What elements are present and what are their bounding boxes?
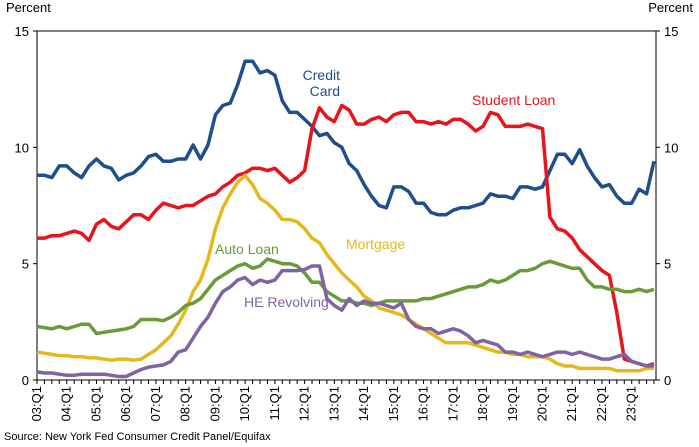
- x-tick-label: 09:Q1: [207, 386, 222, 421]
- x-tick-label: 10:Q1: [237, 386, 252, 421]
- x-tick-label: 06:Q1: [118, 386, 133, 421]
- y-tick-label: 15: [15, 24, 29, 39]
- source-note: Source: New York Fed Consumer Credit Pan…: [4, 431, 271, 443]
- x-tick-label: 16:Q1: [416, 386, 431, 421]
- x-tick-label: 17:Q1: [445, 386, 460, 421]
- x-tick-label: 12:Q1: [297, 386, 312, 421]
- x-tick-label: 07:Q1: [148, 386, 163, 421]
- series-label: Student Loan: [472, 92, 556, 108]
- y2-axis-title: Percent: [648, 0, 693, 15]
- x-tick-label: 19:Q1: [505, 386, 520, 421]
- y2-tick-label: 5: [664, 257, 671, 272]
- y2-tick-label: 0: [664, 373, 671, 388]
- y-tick-label: 5: [22, 257, 29, 272]
- x-tick-label: 20:Q1: [534, 386, 549, 421]
- y2-tick-label: 15: [664, 24, 678, 39]
- series-line: [37, 103, 655, 368]
- x-tick-label: 08:Q1: [178, 386, 193, 421]
- series-line: [36, 173, 654, 373]
- y-axis-title: Percent: [6, 0, 51, 15]
- y-tick-label: 0: [22, 373, 29, 388]
- x-tick-label: 18:Q1: [475, 386, 490, 421]
- x-tick-label: 14:Q1: [356, 386, 371, 421]
- series-label: Mortgage: [346, 236, 406, 252]
- x-tick-label: 05:Q1: [88, 386, 103, 421]
- x-tick-label: 22:Q1: [594, 386, 609, 421]
- x-tick-label: 15:Q1: [386, 386, 401, 421]
- series-line: [36, 257, 655, 336]
- x-tick-label: 21:Q1: [564, 386, 579, 421]
- x-tick-label: 23:Q1: [624, 386, 639, 421]
- series-label: HE Revolving: [244, 294, 329, 310]
- plot-frame: [36, 30, 657, 381]
- y2-tick-label: 10: [664, 140, 678, 155]
- x-tick-label: 03:Q1: [29, 386, 44, 421]
- y-tick-label: 10: [15, 140, 29, 155]
- x-tick-label: 11:Q1: [267, 386, 282, 420]
- series-line: [37, 59, 656, 217]
- series-label: Credit Card: [302, 67, 340, 99]
- x-tick-label: 04:Q1: [59, 386, 74, 421]
- series-line: [36, 264, 654, 379]
- x-tick-label: 13:Q1: [326, 386, 341, 421]
- series-label: Auto Loan: [215, 241, 279, 257]
